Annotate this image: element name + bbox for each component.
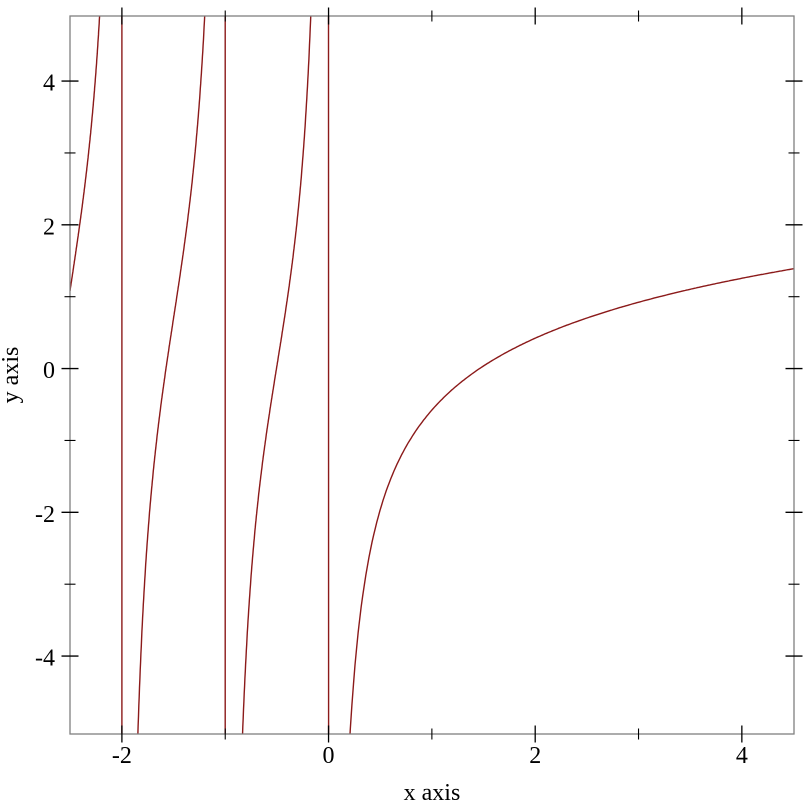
svg-text:x axis: x axis (404, 780, 461, 806)
svg-text:4: 4 (43, 71, 55, 97)
svg-text:4: 4 (736, 743, 748, 769)
svg-text:2: 2 (529, 743, 541, 769)
svg-text:2: 2 (43, 214, 55, 240)
svg-text:-2: -2 (35, 502, 55, 528)
svg-text:-4: -4 (35, 646, 55, 672)
svg-text:-2: -2 (112, 743, 132, 769)
svg-text:0: 0 (323, 743, 335, 769)
svg-text:y axis: y axis (0, 347, 24, 404)
svg-text:0: 0 (43, 358, 55, 384)
